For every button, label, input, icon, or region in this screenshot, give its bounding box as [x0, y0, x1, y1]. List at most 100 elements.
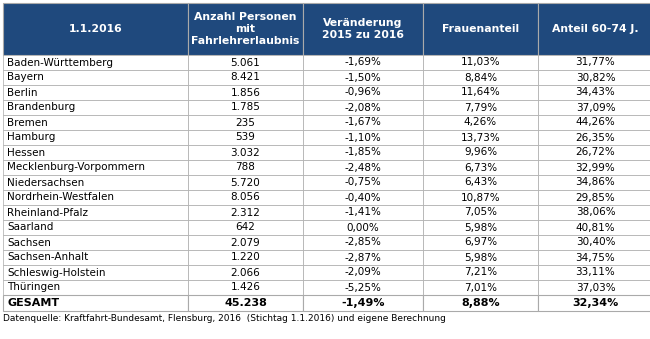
Text: -2,48%: -2,48%	[344, 162, 382, 173]
Bar	[303, 145, 423, 160]
Text: 0,00%: 0,00%	[346, 222, 380, 233]
Bar	[3, 3, 188, 55]
Bar	[538, 205, 650, 220]
Bar	[303, 220, 423, 235]
Text: 3.032: 3.032	[231, 147, 261, 158]
Text: -0,75%: -0,75%	[344, 178, 382, 187]
Bar	[423, 55, 538, 70]
Bar	[188, 220, 303, 235]
Text: 4,26%: 4,26%	[464, 118, 497, 127]
Bar	[188, 205, 303, 220]
Bar	[3, 280, 188, 295]
Bar	[303, 70, 423, 85]
Text: Bayern: Bayern	[7, 73, 44, 82]
Bar	[423, 250, 538, 265]
Bar	[303, 295, 423, 311]
Bar	[538, 85, 650, 100]
Text: 34,43%: 34,43%	[576, 87, 616, 98]
Text: Frauenanteil: Frauenanteil	[442, 24, 519, 34]
Text: 1.426: 1.426	[231, 282, 261, 293]
Bar	[188, 295, 303, 311]
Text: -1,69%: -1,69%	[344, 58, 382, 67]
Text: 1.785: 1.785	[231, 102, 261, 113]
Bar	[3, 55, 188, 70]
Text: Baden-Württemberg: Baden-Württemberg	[7, 58, 113, 67]
Text: Anteil 60-74 J.: Anteil 60-74 J.	[552, 24, 639, 34]
Bar	[303, 3, 423, 55]
Bar	[423, 280, 538, 295]
Text: Veränderung
2015 zu 2016: Veränderung 2015 zu 2016	[322, 18, 404, 40]
Bar	[188, 265, 303, 280]
Bar	[423, 160, 538, 175]
Text: Thüringen: Thüringen	[7, 282, 60, 293]
Text: 30,82%: 30,82%	[576, 73, 616, 82]
Bar	[303, 130, 423, 145]
Text: 788: 788	[235, 162, 255, 173]
Text: 8.056: 8.056	[231, 193, 261, 202]
Text: Anzahl Personen
mit
Fahrlehrerlaubnis: Anzahl Personen mit Fahrlehrerlaubnis	[191, 13, 300, 46]
Text: 31,77%: 31,77%	[576, 58, 616, 67]
Text: 32,99%: 32,99%	[576, 162, 616, 173]
Text: 5,98%: 5,98%	[464, 253, 497, 262]
Text: 11,64%: 11,64%	[461, 87, 500, 98]
Bar	[538, 145, 650, 160]
Bar	[423, 175, 538, 190]
Bar	[188, 100, 303, 115]
Bar	[423, 295, 538, 311]
Text: 37,09%: 37,09%	[576, 102, 616, 113]
Text: -0,40%: -0,40%	[344, 193, 382, 202]
Bar	[303, 175, 423, 190]
Text: 6,43%: 6,43%	[464, 178, 497, 187]
Text: -1,50%: -1,50%	[344, 73, 382, 82]
Text: 10,87%: 10,87%	[461, 193, 500, 202]
Bar	[303, 115, 423, 130]
Bar	[303, 160, 423, 175]
Bar	[303, 235, 423, 250]
Bar	[538, 130, 650, 145]
Bar	[188, 115, 303, 130]
Text: 29,85%: 29,85%	[576, 193, 616, 202]
Text: Hessen: Hessen	[7, 147, 45, 158]
Text: Saarland: Saarland	[7, 222, 53, 233]
Text: 7,05%: 7,05%	[464, 207, 497, 218]
Bar	[538, 280, 650, 295]
Bar	[423, 145, 538, 160]
Bar	[303, 85, 423, 100]
Bar	[3, 160, 188, 175]
Text: 32,34%: 32,34%	[573, 298, 619, 308]
Bar	[188, 85, 303, 100]
Bar	[538, 70, 650, 85]
Bar	[3, 100, 188, 115]
Text: -5,25%: -5,25%	[344, 282, 382, 293]
Text: -1,49%: -1,49%	[341, 298, 385, 308]
Bar	[3, 70, 188, 85]
Text: GESAMT: GESAMT	[7, 298, 59, 308]
Bar	[3, 235, 188, 250]
Text: 1.1.2016: 1.1.2016	[69, 24, 122, 34]
Text: -1,85%: -1,85%	[344, 147, 382, 158]
Bar	[423, 3, 538, 55]
Bar	[188, 175, 303, 190]
Text: Sachsen: Sachsen	[7, 238, 51, 247]
Text: 33,11%: 33,11%	[576, 267, 616, 278]
Bar	[303, 55, 423, 70]
Bar	[188, 190, 303, 205]
Text: Niedersachsen: Niedersachsen	[7, 178, 85, 187]
Text: 37,03%: 37,03%	[576, 282, 616, 293]
Bar	[3, 205, 188, 220]
Text: Sachsen-Anhalt: Sachsen-Anhalt	[7, 253, 88, 262]
Bar	[303, 205, 423, 220]
Bar	[538, 220, 650, 235]
Text: -1,67%: -1,67%	[344, 118, 382, 127]
Text: -2,87%: -2,87%	[344, 253, 382, 262]
Text: 5,98%: 5,98%	[464, 222, 497, 233]
Bar	[538, 115, 650, 130]
Bar	[303, 100, 423, 115]
Bar	[538, 160, 650, 175]
Text: Brandenburg: Brandenburg	[7, 102, 75, 113]
Text: 8,88%: 8,88%	[462, 298, 500, 308]
Bar	[188, 130, 303, 145]
Bar	[423, 265, 538, 280]
Bar	[3, 130, 188, 145]
Text: Hamburg: Hamburg	[7, 133, 55, 142]
